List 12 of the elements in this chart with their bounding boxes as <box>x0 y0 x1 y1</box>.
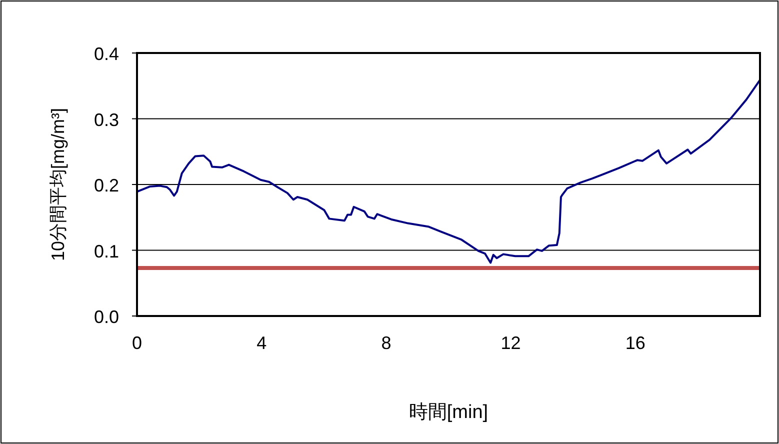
y-tick-label: 0.4 <box>94 44 119 64</box>
x-tick-label: 8 <box>381 333 392 353</box>
y-tick-label: 0.2 <box>94 176 119 196</box>
x-tick-label: 0 <box>132 333 142 353</box>
x-tick-label: 4 <box>256 333 267 353</box>
y-tick-label: 0.0 <box>94 307 119 327</box>
x-axis-title: 時間[min] <box>408 402 488 423</box>
y-axis-title: 10分間平均[mg/m³] <box>48 108 68 262</box>
y-tick-label: 0.1 <box>94 241 119 262</box>
x-tick-label: 16 <box>625 333 646 353</box>
x-tick-label: 12 <box>500 333 521 353</box>
y-tick-label: 0.3 <box>94 110 119 130</box>
